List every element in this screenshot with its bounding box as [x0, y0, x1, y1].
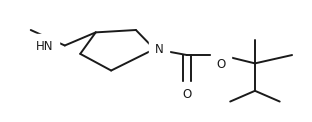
Text: N: N [155, 43, 163, 56]
Text: O: O [182, 88, 192, 101]
Text: O: O [216, 58, 226, 71]
Text: HN: HN [36, 40, 53, 53]
